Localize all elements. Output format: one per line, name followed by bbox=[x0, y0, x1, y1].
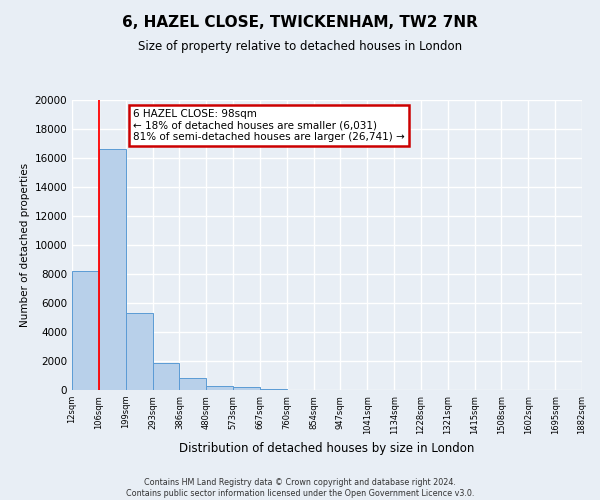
Text: Size of property relative to detached houses in London: Size of property relative to detached ho… bbox=[138, 40, 462, 53]
Y-axis label: Number of detached properties: Number of detached properties bbox=[20, 163, 30, 327]
Bar bbox=[72, 271, 99, 390]
Bar bbox=[152, 363, 179, 390]
Bar bbox=[206, 386, 233, 390]
X-axis label: Distribution of detached houses by size in London: Distribution of detached houses by size … bbox=[179, 442, 475, 456]
Text: 6, HAZEL CLOSE, TWICKENHAM, TW2 7NR: 6, HAZEL CLOSE, TWICKENHAM, TW2 7NR bbox=[122, 15, 478, 30]
Bar bbox=[233, 387, 260, 390]
Bar bbox=[99, 150, 125, 390]
Text: Contains HM Land Registry data © Crown copyright and database right 2024.
Contai: Contains HM Land Registry data © Crown c… bbox=[126, 478, 474, 498]
Text: 6 HAZEL CLOSE: 98sqm
← 18% of detached houses are smaller (6,031)
81% of semi-de: 6 HAZEL CLOSE: 98sqm ← 18% of detached h… bbox=[133, 108, 405, 142]
Bar bbox=[260, 388, 287, 390]
Bar bbox=[179, 378, 206, 390]
Bar bbox=[125, 313, 152, 390]
